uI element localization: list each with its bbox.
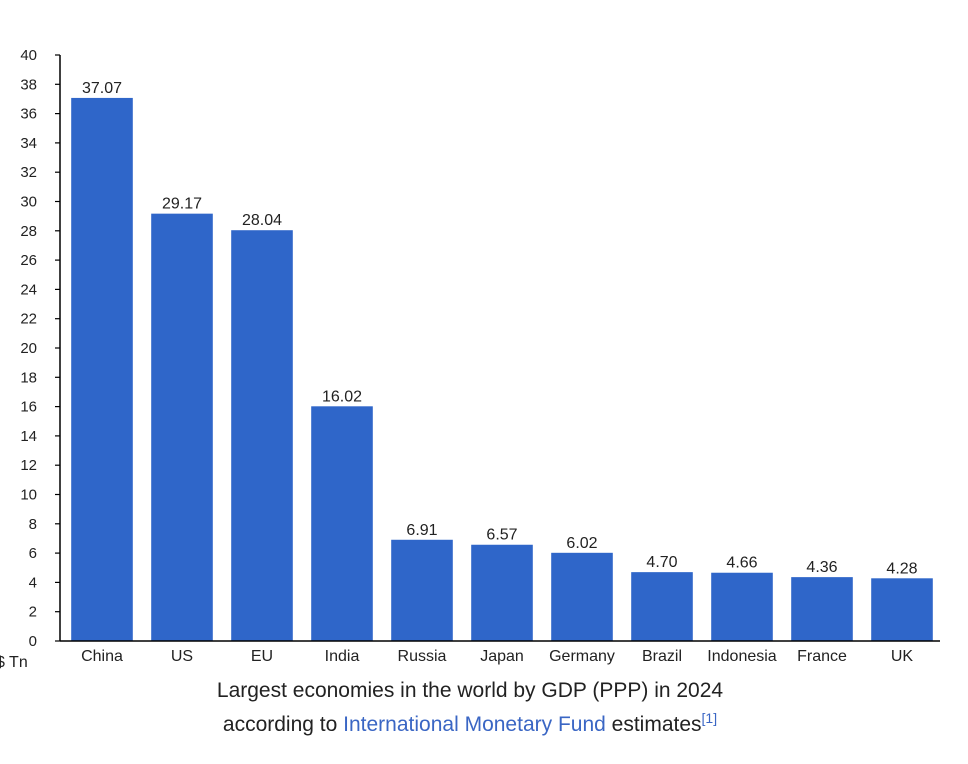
y-tick-label: 14 [20, 428, 37, 445]
data-label: 4.70 [646, 554, 677, 571]
x-tick-label: Brazil [642, 648, 682, 665]
imf-link[interactable]: International Monetary Fund [343, 713, 606, 736]
y-tick-label: 38 [20, 76, 37, 93]
caption-title: Largest economies in the world by GDP (P… [216, 679, 724, 702]
bar-brazil [631, 572, 693, 641]
y-tick-label: 36 [20, 106, 37, 123]
chart-caption-line2: according to International Monetary Fund… [0, 710, 940, 737]
x-tick-label: India [325, 648, 360, 665]
y-tick-label: 6 [29, 545, 37, 562]
x-tick-label: Indonesia [707, 648, 776, 665]
bar-us [151, 213, 213, 642]
y-tick-label: 40 [20, 47, 37, 64]
y-tick-label: 12 [20, 457, 37, 474]
bar-china [71, 97, 133, 641]
bar-uk [871, 578, 933, 641]
data-label: 28.04 [242, 212, 282, 229]
data-label: 6.02 [566, 535, 597, 552]
data-label: 37.07 [82, 80, 122, 97]
y-tick-label: 16 [20, 399, 37, 416]
y-tick-label: 8 [29, 516, 37, 533]
data-label: 16.02 [322, 388, 362, 405]
x-tick-label: UK [891, 648, 914, 665]
y-tick-label: 34 [20, 135, 37, 152]
y-tick-label: 0 [29, 633, 37, 650]
data-label: 4.28 [886, 560, 917, 577]
bar-russia [391, 539, 453, 641]
data-label: 6.91 [406, 522, 437, 539]
x-tick-label: EU [251, 648, 273, 665]
y-tick-label: 32 [20, 164, 37, 181]
y-tick-label: 22 [20, 311, 37, 328]
bar-india [311, 406, 373, 641]
x-tick-label: China [81, 648, 123, 665]
bars: 37.07 29.17 28.04 16.02 6.91 6.57 6.02 4.70 4.66… [71, 80, 933, 642]
bar-germany [551, 552, 613, 641]
y-tick-label: 18 [20, 369, 37, 386]
y-tick-label: 30 [20, 194, 37, 211]
data-label: 29.17 [162, 196, 202, 213]
caption-prefix: according to [222, 713, 344, 736]
y-tick-label: 26 [20, 252, 37, 269]
x-tick-label: France [797, 648, 847, 665]
bar-france [791, 577, 853, 641]
x-tick-label: Russia [398, 648, 447, 665]
bar-eu [231, 230, 293, 642]
y-tick-label: 10 [20, 487, 37, 504]
chart-caption-line1: Largest economies in the world by GDP (P… [0, 679, 940, 703]
y-tick-label: 4 [29, 574, 37, 591]
data-label: 6.57 [486, 527, 517, 544]
y-axis-unit-label: $ Tn [0, 654, 28, 671]
y-tick-label: 28 [20, 223, 37, 240]
x-tick-label: Germany [549, 648, 615, 665]
x-axis: China US EU India Russia Japan Germany Brazil In… [60, 640, 940, 665]
x-tick-label: Japan [480, 648, 524, 665]
citation-link[interactable]: [1] [701, 710, 718, 726]
bar-indonesia [711, 572, 773, 641]
y-tick-label: 2 [29, 604, 37, 621]
data-label: 4.66 [726, 555, 757, 572]
bar-japan [471, 544, 533, 641]
x-tick-label: US [171, 648, 193, 665]
caption-suffix: estimates [605, 713, 702, 736]
y-tick-label: 24 [20, 281, 37, 298]
y-tick-label: 20 [20, 340, 37, 357]
data-label: 4.36 [806, 559, 837, 576]
